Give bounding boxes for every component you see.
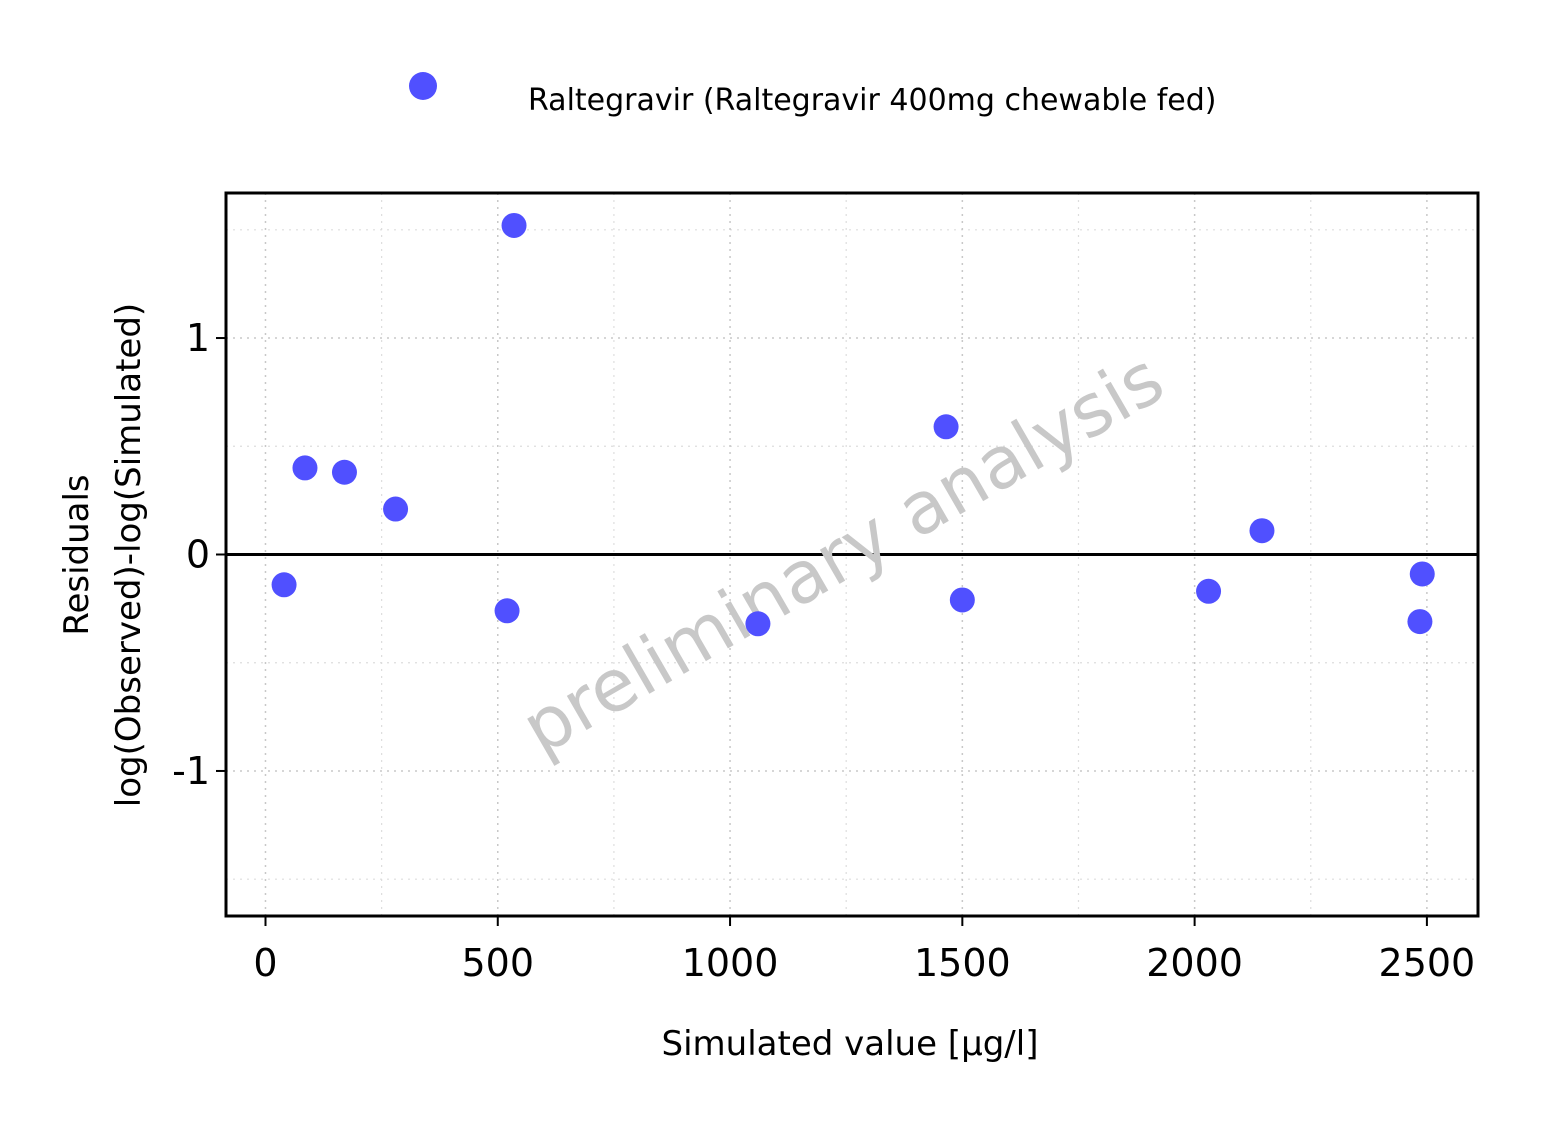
- data-point: [1249, 518, 1275, 544]
- data-point: [1409, 561, 1435, 587]
- y-axis-title-line1: Residuals: [57, 474, 97, 635]
- x-tick-label: 2000: [1146, 941, 1243, 985]
- legend: Raltegravir (Raltegravir 400mg chewable …: [409, 72, 1216, 118]
- legend-marker: [409, 72, 437, 100]
- legend-label: Raltegravir (Raltegravir 400mg chewable …: [528, 83, 1216, 118]
- data-point: [1407, 609, 1433, 635]
- x-axis-title: Simulated value [µg/l]: [662, 1024, 1039, 1064]
- y-tick-label: -1: [172, 749, 210, 793]
- x-tick-label: 1000: [682, 941, 779, 985]
- data-point: [331, 459, 357, 485]
- x-axis: 0 500 1000 1500 2000 2500: [253, 916, 1475, 985]
- data-points: [271, 212, 1435, 637]
- x-tick-label: 0: [253, 941, 277, 985]
- data-point: [933, 414, 959, 440]
- y-tick-label: 0: [186, 533, 210, 577]
- y-axis-title: Residuals log(Observed)-log(Simulated): [57, 303, 149, 807]
- data-point: [745, 611, 771, 637]
- data-point: [494, 598, 520, 624]
- y-axis-title-line2: log(Observed)-log(Simulated): [109, 303, 149, 807]
- data-point: [292, 455, 318, 481]
- data-point: [501, 212, 527, 238]
- y-axis: 1 0 -1: [172, 316, 226, 793]
- data-point: [271, 572, 297, 598]
- x-tick-label: 2500: [1379, 941, 1476, 985]
- data-point: [949, 587, 975, 613]
- x-tick-label: 1500: [914, 941, 1011, 985]
- x-tick-label: 500: [462, 941, 535, 985]
- data-point: [383, 496, 409, 522]
- data-point: [1196, 578, 1222, 604]
- y-tick-label: 1: [186, 316, 210, 360]
